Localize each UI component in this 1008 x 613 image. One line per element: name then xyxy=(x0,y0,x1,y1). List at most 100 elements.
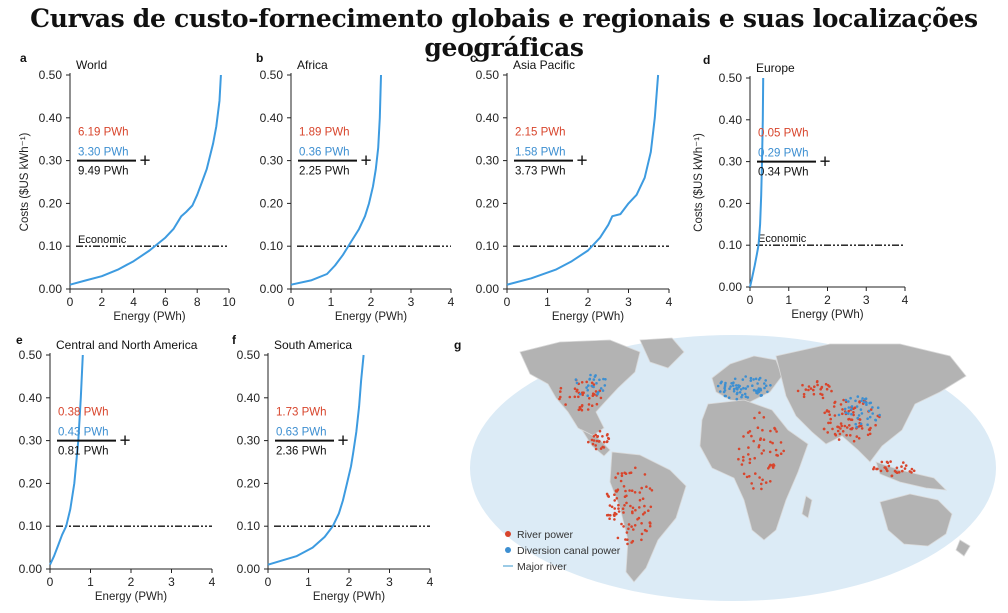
map-site-dot xyxy=(821,393,824,397)
map-site-dot xyxy=(768,465,771,468)
x-tick-label: 0 xyxy=(47,575,54,589)
map-site-dot xyxy=(621,507,625,511)
map-site-dot xyxy=(775,430,778,433)
x-tick-label: 6 xyxy=(162,295,169,309)
x-tick-label: 1 xyxy=(785,293,792,307)
map-site-dot xyxy=(895,466,899,470)
map-site-dot xyxy=(833,414,837,417)
y-axis-label: Costs ($US kWh⁻¹) xyxy=(19,132,31,231)
map-site-dot xyxy=(849,434,852,437)
map-site-dot xyxy=(602,377,605,381)
map-site-dot xyxy=(740,463,744,466)
map-site-dot xyxy=(626,538,629,541)
value-diversion-canal: 1.58 PWh xyxy=(515,147,566,159)
map-site-dot xyxy=(843,407,847,411)
page-title: Curvas de custo-fornecimento globais e r… xyxy=(30,4,978,62)
landmass-central-america xyxy=(580,429,611,457)
y-tick-label: 0.00 xyxy=(19,562,43,576)
map-site-dot xyxy=(632,528,635,531)
map-site-dot xyxy=(897,471,901,474)
map-site-dot xyxy=(756,382,759,385)
map-site-dot xyxy=(732,389,736,393)
x-tick-label: 10 xyxy=(222,295,236,309)
map-site-dot xyxy=(752,439,755,443)
map-site-dot xyxy=(738,391,742,394)
map-site-dot xyxy=(586,394,589,398)
map-site-dot xyxy=(719,381,723,385)
map-site-dot xyxy=(735,397,739,401)
y-tick-label: 0.30 xyxy=(19,434,43,448)
map-site-dot xyxy=(820,385,824,389)
map-site-dot xyxy=(749,376,753,380)
map-site-dot xyxy=(860,399,863,403)
map-site-dot xyxy=(852,439,856,443)
map-site-dot xyxy=(598,378,601,382)
map-site-dot xyxy=(641,513,645,516)
x-tick-label: 4 xyxy=(130,295,137,309)
map-site-dot xyxy=(847,409,850,413)
y-tick-label: 0.20 xyxy=(476,196,500,210)
map-site-dot xyxy=(648,521,652,524)
map-site-dot xyxy=(748,457,752,461)
map-site-dot xyxy=(758,476,761,479)
map-site-dot xyxy=(859,408,863,411)
map-site-dot xyxy=(769,429,772,433)
map-site-dot xyxy=(759,437,762,440)
map-site-dot xyxy=(585,380,588,384)
map-site-dot xyxy=(630,525,633,528)
chart-b: b Africa 0.00 0.10 0.20 0.30 0.40 0.50 0 1 2 3 4 Ener… xyxy=(256,51,455,323)
map-site-dot xyxy=(848,424,851,427)
landmass-new-zealand xyxy=(955,539,971,557)
map-site-dot xyxy=(716,384,720,388)
panel-letter-f: f xyxy=(232,333,237,347)
y-tick-label: 0.40 xyxy=(237,391,261,405)
map-site-dot xyxy=(604,378,607,381)
map-site-dot xyxy=(724,381,727,385)
map-site-dot xyxy=(860,427,864,430)
map-site-dot xyxy=(595,439,599,443)
x-tick-label: 3 xyxy=(625,295,632,309)
x-tick-label: 4 xyxy=(448,295,455,309)
map-site-dot xyxy=(578,392,582,396)
map-site-dot xyxy=(878,413,881,417)
y-tick-label: 0.20 xyxy=(260,196,284,210)
map-site-dot xyxy=(597,440,601,443)
map-site-dot xyxy=(867,409,871,413)
map-site-dot xyxy=(842,398,845,402)
y-tick-label: 0.50 xyxy=(476,68,500,82)
map-site-dot xyxy=(588,378,591,381)
map-site-dot xyxy=(749,379,753,383)
world-map-panel: g River power Diversion canal power Major r… xyxy=(454,335,996,601)
map-site-dot xyxy=(755,391,758,395)
map-site-dot xyxy=(910,467,914,471)
map-site-dot xyxy=(812,392,816,396)
map-site-dot xyxy=(744,375,747,378)
map-site-dot xyxy=(756,426,760,430)
map-site-dot xyxy=(872,466,876,469)
map-site-dot xyxy=(747,446,750,449)
y-tick-label: 0.20 xyxy=(719,196,743,210)
map-site-dot xyxy=(857,437,861,440)
x-axis-label: Energy (PWh) xyxy=(335,311,407,323)
value-total: 0.81 PWh xyxy=(58,446,109,458)
x-tick-label: 0 xyxy=(288,295,295,309)
map-site-dot xyxy=(861,397,864,400)
map-site-dot xyxy=(826,431,829,434)
x-tick-label: 4 xyxy=(666,295,673,309)
map-site-dot xyxy=(845,426,849,429)
value-river-power: 1.73 PWh xyxy=(276,407,327,419)
y-tick-label: 0.30 xyxy=(39,154,63,168)
map-site-dot xyxy=(615,512,618,516)
map-site-dot xyxy=(619,479,623,483)
map-site-dot xyxy=(599,447,603,450)
map-site-dot xyxy=(737,457,740,461)
map-site-dot xyxy=(761,478,764,482)
map-site-dot xyxy=(559,386,563,390)
x-tick-label: 2 xyxy=(346,575,353,589)
map-site-dot xyxy=(807,388,810,392)
map-site-dot xyxy=(753,456,756,460)
map-site-dot xyxy=(836,425,839,429)
x-tick-label: 8 xyxy=(194,295,201,309)
y-tick-label: 0.10 xyxy=(476,239,500,253)
map-site-dot xyxy=(859,422,863,426)
